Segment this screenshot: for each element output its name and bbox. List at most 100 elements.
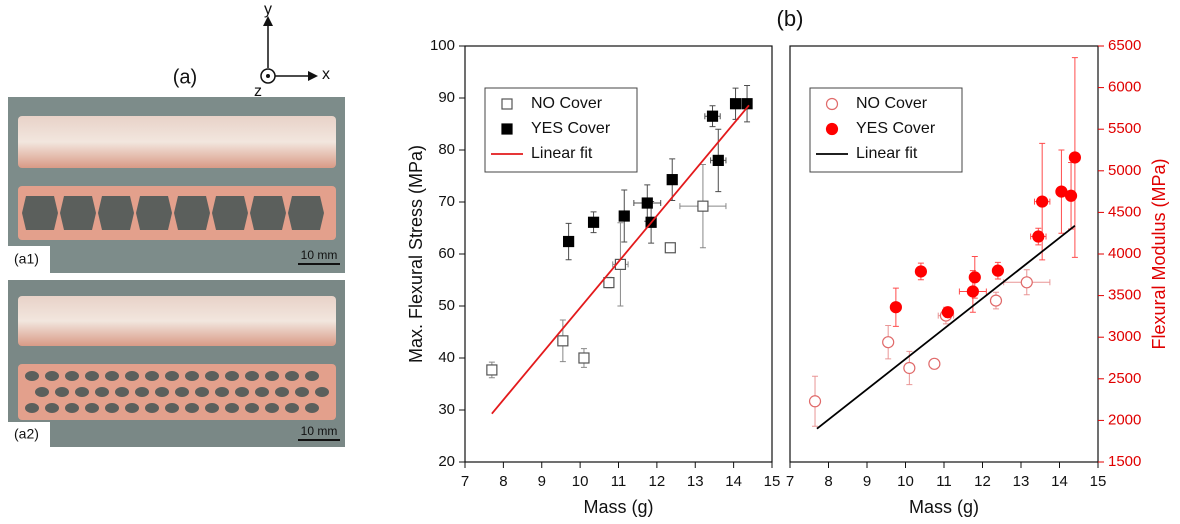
marker bbox=[712, 154, 724, 166]
hole bbox=[105, 371, 119, 381]
y-tick-label: 20 bbox=[438, 453, 455, 470]
x-axis-label: Mass (g) bbox=[583, 497, 653, 517]
marker bbox=[587, 216, 600, 228]
scale-label: 10 mm bbox=[301, 248, 338, 262]
marker bbox=[603, 277, 615, 289]
x-tick-label: 8 bbox=[499, 473, 507, 490]
hole bbox=[35, 387, 49, 397]
hole bbox=[125, 403, 139, 413]
hole bbox=[85, 371, 99, 381]
hole bbox=[95, 387, 109, 397]
hole bbox=[165, 403, 179, 413]
y2-tick-label: 6500 bbox=[1108, 37, 1141, 54]
hole bbox=[315, 387, 329, 397]
y-tick-label: 100 bbox=[430, 37, 455, 54]
hole bbox=[125, 371, 139, 381]
marker bbox=[578, 352, 590, 364]
marker bbox=[664, 242, 676, 254]
hole bbox=[305, 403, 319, 413]
y-tick-label: 50 bbox=[438, 297, 455, 314]
legend-label: NO Cover bbox=[531, 95, 603, 112]
panel-label: (a1) bbox=[14, 251, 39, 267]
hole bbox=[175, 387, 189, 397]
hole bbox=[205, 403, 219, 413]
honeycomb-holes bbox=[22, 196, 329, 413]
marker bbox=[563, 235, 575, 248]
hole bbox=[165, 371, 179, 381]
legend-label: YES Cover bbox=[856, 120, 936, 137]
hole bbox=[75, 387, 89, 397]
hole bbox=[265, 403, 279, 413]
legend-label: Linear fit bbox=[531, 145, 593, 162]
axis-name: y bbox=[264, 1, 272, 18]
hole bbox=[288, 196, 324, 230]
hole bbox=[265, 371, 279, 381]
hole bbox=[115, 387, 129, 397]
panel-label: (a2) bbox=[14, 426, 39, 442]
marker bbox=[928, 357, 941, 370]
scale-label: 10 mm bbox=[301, 424, 338, 438]
marker bbox=[486, 364, 498, 376]
hole bbox=[98, 196, 134, 230]
hole bbox=[155, 387, 169, 397]
hole bbox=[215, 387, 229, 397]
marker bbox=[618, 210, 630, 222]
x-tick-label: 11 bbox=[936, 473, 952, 490]
axis-name: z bbox=[254, 83, 262, 100]
y2-tick-label: 5000 bbox=[1108, 162, 1141, 179]
panel-label: (a) bbox=[173, 66, 197, 88]
hole bbox=[225, 403, 239, 413]
hole bbox=[245, 371, 259, 381]
hole bbox=[174, 196, 210, 230]
y2-tick-label: 2000 bbox=[1108, 411, 1141, 428]
hole bbox=[195, 387, 209, 397]
hole bbox=[212, 196, 248, 230]
y2-tick-label: 4500 bbox=[1108, 203, 1141, 220]
y2-axis-label: Flexural Modulus (MPa) bbox=[1149, 158, 1169, 349]
y-tick-label: 30 bbox=[438, 401, 455, 418]
x-tick-label: 7 bbox=[786, 473, 794, 490]
x-tick-label: 15 bbox=[1090, 473, 1107, 490]
marker bbox=[889, 301, 902, 314]
x-tick-label: 13 bbox=[1013, 473, 1030, 490]
marker bbox=[697, 200, 709, 212]
hole bbox=[185, 371, 199, 381]
marker bbox=[989, 294, 1003, 307]
x-tick-label: 10 bbox=[897, 473, 914, 490]
photo-panel: (a1) (a2) 10 mm 10 mm (a) y x z bbox=[8, 1, 345, 448]
marker bbox=[903, 361, 916, 375]
y-axis-label: Max. Flexural Stress (MPa) bbox=[406, 145, 426, 363]
hole bbox=[235, 387, 249, 397]
x-tick-label: 8 bbox=[824, 473, 832, 490]
arrow-head bbox=[263, 16, 273, 26]
y2-tick-label: 3000 bbox=[1108, 328, 1141, 345]
hole bbox=[285, 371, 299, 381]
y2-tick-label: 6000 bbox=[1108, 79, 1141, 96]
hole bbox=[65, 403, 79, 413]
hole bbox=[245, 403, 259, 413]
hole bbox=[136, 196, 172, 230]
hole bbox=[45, 403, 59, 413]
solid-bar bbox=[18, 296, 336, 346]
y2-tick-label: 1500 bbox=[1108, 453, 1141, 470]
panel-label: (b) bbox=[777, 6, 804, 31]
legend-marker bbox=[825, 97, 839, 111]
y-tick-label: 60 bbox=[438, 245, 455, 262]
marker bbox=[914, 265, 928, 278]
marker bbox=[1036, 195, 1049, 208]
hole bbox=[55, 387, 69, 397]
hole bbox=[105, 403, 119, 413]
legend-marker bbox=[825, 122, 839, 136]
axis-name: x bbox=[322, 66, 330, 83]
marker bbox=[1020, 276, 1033, 289]
hole bbox=[275, 387, 289, 397]
label-box bbox=[8, 246, 50, 273]
label-box bbox=[8, 422, 50, 448]
y-tick-label: 70 bbox=[438, 193, 455, 210]
legend-label: YES Cover bbox=[531, 120, 611, 137]
x-tick-label: 14 bbox=[1051, 473, 1068, 490]
legend-marker bbox=[501, 123, 513, 135]
legend-marker bbox=[501, 98, 513, 110]
